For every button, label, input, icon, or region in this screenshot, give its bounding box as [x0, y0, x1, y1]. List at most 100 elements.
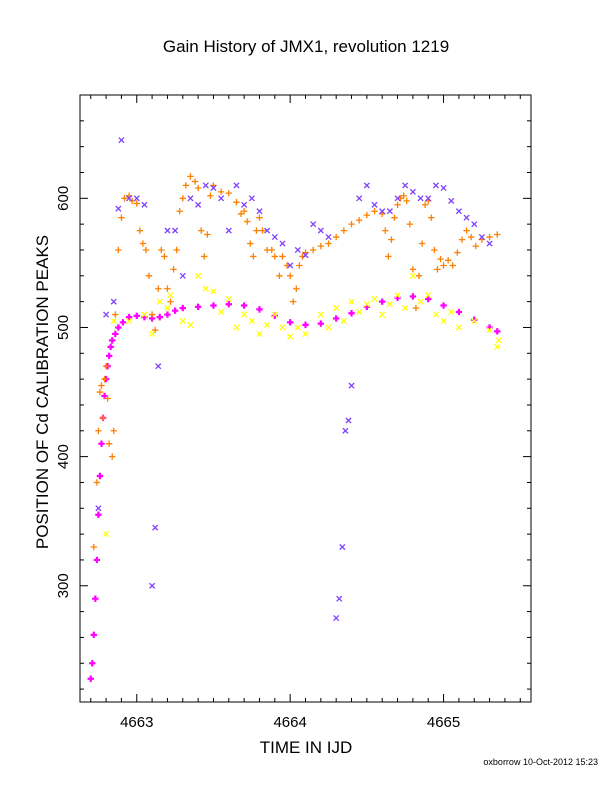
series-2 — [90, 173, 501, 551]
data-point — [394, 201, 401, 208]
data-point — [332, 315, 340, 322]
data-point — [348, 220, 355, 228]
data-point — [155, 285, 162, 292]
data-point — [444, 257, 452, 264]
data-point — [268, 246, 275, 254]
data-point — [90, 543, 98, 551]
x-tick-label: 4663 — [120, 714, 153, 731]
data-point — [467, 233, 475, 241]
data-point — [409, 272, 416, 279]
data-point — [115, 205, 122, 212]
data-point — [355, 217, 363, 224]
data-point — [104, 395, 111, 402]
data-point — [434, 266, 441, 273]
data-point — [225, 227, 232, 234]
data-point — [339, 543, 346, 551]
data-point — [217, 188, 225, 196]
data-point — [253, 227, 260, 234]
data-point — [95, 505, 102, 512]
data-point — [179, 304, 186, 312]
data-point — [403, 197, 410, 205]
data-point — [125, 313, 133, 321]
data-point — [101, 375, 108, 383]
data-point — [110, 298, 117, 305]
data-point — [294, 324, 301, 331]
data-point — [363, 301, 370, 308]
data-point — [379, 208, 386, 215]
data-point — [201, 253, 208, 260]
data-point — [418, 240, 426, 247]
data-point — [109, 453, 116, 460]
data-point — [109, 337, 116, 344]
data-point — [296, 262, 303, 269]
data-point — [428, 214, 435, 221]
data-point — [290, 298, 297, 305]
data-point — [271, 234, 278, 241]
data-point — [161, 253, 168, 260]
data-point — [440, 302, 447, 309]
data-point — [256, 330, 263, 337]
data-point — [202, 182, 209, 189]
data-point — [386, 301, 393, 308]
plot-frame — [79, 94, 532, 703]
data-point — [486, 326, 493, 334]
chart-title: Gain History of JMX1, revolution 1219 — [163, 37, 449, 56]
data-point — [187, 173, 194, 180]
data-point — [110, 427, 117, 434]
data-point — [471, 317, 478, 325]
data-point — [363, 211, 371, 219]
data-point — [90, 631, 98, 639]
data-point — [141, 201, 148, 208]
data-point — [279, 324, 286, 331]
data-point — [440, 262, 447, 269]
data-point — [388, 236, 395, 243]
data-point — [172, 227, 179, 234]
data-point — [187, 321, 194, 328]
data-point — [342, 427, 349, 434]
data-point — [233, 324, 240, 331]
data-point — [167, 298, 174, 305]
data-point — [309, 246, 317, 254]
data-point — [286, 272, 294, 280]
data-point — [455, 208, 462, 215]
data-point — [417, 298, 424, 305]
data-point — [279, 253, 286, 260]
data-point — [152, 524, 159, 531]
data-point — [233, 198, 240, 206]
data-point — [89, 660, 96, 667]
data-point — [264, 321, 271, 328]
data-point — [394, 292, 401, 299]
data-point — [207, 192, 214, 199]
data-point — [136, 227, 144, 234]
data-point — [495, 337, 502, 344]
data-point — [244, 218, 251, 225]
data-point — [486, 240, 493, 247]
data-point — [264, 227, 271, 234]
data-point — [149, 582, 156, 589]
data-point — [247, 240, 254, 247]
data-point — [425, 295, 432, 303]
data-point — [110, 317, 117, 325]
data-point — [302, 330, 309, 337]
data-point — [385, 253, 392, 260]
x-tick-label: 4664 — [273, 714, 306, 731]
data-point — [472, 242, 479, 250]
data-point — [179, 317, 186, 325]
data-point — [225, 189, 232, 197]
data-point — [348, 298, 355, 305]
data-point — [259, 227, 266, 234]
data-point — [133, 312, 140, 320]
data-point — [256, 208, 263, 215]
data-point — [103, 531, 110, 538]
data-point — [173, 246, 180, 254]
data-point — [417, 195, 424, 202]
data-point — [142, 246, 150, 254]
data-point — [494, 328, 501, 335]
y-tick-label: 500 — [55, 315, 72, 340]
data-point — [250, 253, 257, 260]
data-point — [382, 227, 389, 234]
data-point — [325, 240, 332, 247]
data-point — [271, 253, 279, 260]
data-point — [271, 312, 279, 320]
